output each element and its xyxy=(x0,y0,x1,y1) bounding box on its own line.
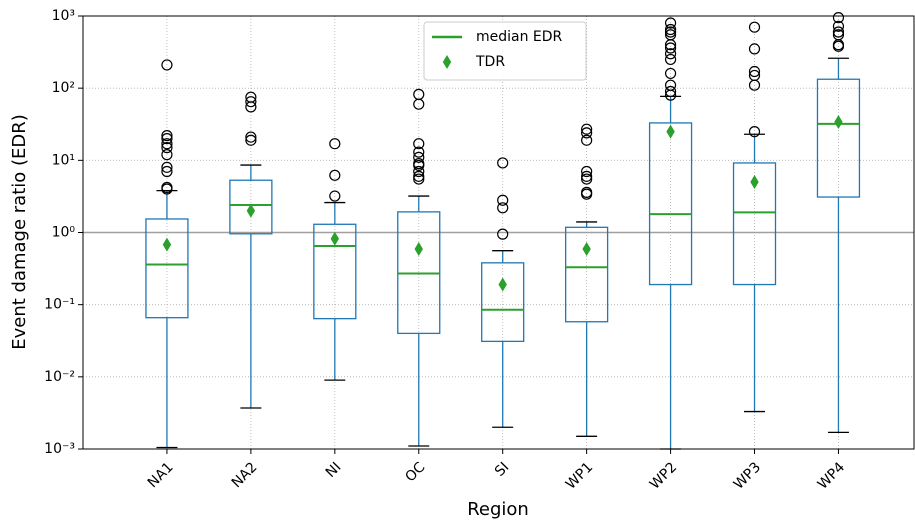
outlier xyxy=(413,165,425,178)
outlier xyxy=(413,146,425,158)
mean-marker xyxy=(414,242,423,257)
outlier xyxy=(664,39,677,51)
x-tick-label: SI xyxy=(492,459,513,480)
box xyxy=(816,78,861,198)
outlier xyxy=(413,98,425,110)
outlier xyxy=(664,48,677,60)
outlier xyxy=(329,169,341,181)
y-tick-label: 10⁰ xyxy=(52,225,76,241)
outlier xyxy=(664,42,677,54)
outlier xyxy=(581,123,593,135)
outlier xyxy=(161,138,173,150)
outlier xyxy=(664,17,677,29)
outlier xyxy=(748,79,761,91)
x-tick-label: NA1 xyxy=(145,459,177,491)
outlier xyxy=(161,59,173,71)
box xyxy=(145,218,189,319)
outlier xyxy=(832,40,845,52)
outlier xyxy=(413,159,425,172)
y-tick-label: 10¹ xyxy=(52,152,75,168)
outlier xyxy=(245,96,257,108)
mean-marker xyxy=(498,277,507,292)
mean-marker xyxy=(666,124,675,139)
outlier xyxy=(245,134,257,146)
x-tick-label: WP4 xyxy=(815,459,848,492)
x-tick-label: OC xyxy=(402,459,428,485)
outlier xyxy=(497,228,509,240)
outlier xyxy=(748,126,761,138)
x-tick-label: WP1 xyxy=(563,459,596,492)
outlier xyxy=(329,138,341,150)
legend-label: median EDR xyxy=(476,29,563,45)
outlier xyxy=(161,149,173,161)
outlier xyxy=(664,53,677,66)
outlier xyxy=(832,12,845,24)
outlier xyxy=(581,165,593,178)
outlier xyxy=(748,21,761,33)
box xyxy=(565,226,609,323)
mean-marker xyxy=(834,114,843,129)
x-tick-label: NI xyxy=(323,459,345,481)
outlier xyxy=(497,194,509,206)
outlier xyxy=(664,67,677,80)
x-tick-label: WP2 xyxy=(647,459,680,492)
outlier xyxy=(581,134,593,146)
outlier xyxy=(245,101,257,113)
outlier xyxy=(748,43,761,55)
outlier xyxy=(581,188,593,200)
x-axis-label: Region xyxy=(467,499,529,520)
outlier xyxy=(161,133,173,145)
x-tick-label: NA2 xyxy=(229,459,261,491)
legend: median EDR TDR xyxy=(423,21,587,81)
legend-mean-swatch xyxy=(442,55,452,69)
plot-frame xyxy=(82,15,915,450)
outlier xyxy=(413,170,425,182)
y-tick-label: 10⁻³ xyxy=(44,441,75,457)
mean-marker xyxy=(582,242,591,257)
y-tick-label: 10⁻² xyxy=(44,369,75,385)
outlier xyxy=(161,165,173,178)
outlier xyxy=(245,131,257,143)
x-tick-label: WP3 xyxy=(731,459,764,492)
box xyxy=(313,223,357,320)
outlier xyxy=(581,127,593,139)
legend-label: TDR xyxy=(475,54,505,70)
outlier xyxy=(497,157,509,169)
box xyxy=(648,122,693,286)
mean-marker xyxy=(162,237,172,252)
outlier xyxy=(329,190,341,202)
y-tick-label: 10⁻¹ xyxy=(44,297,75,313)
outlier xyxy=(581,173,593,185)
outlier xyxy=(664,26,677,38)
outlier xyxy=(161,161,173,173)
y-tick-label: 10² xyxy=(52,80,75,96)
outlier xyxy=(161,183,173,195)
outlier xyxy=(413,173,425,185)
y-tick-label: 10³ xyxy=(52,8,75,24)
outlier xyxy=(413,151,425,163)
box xyxy=(732,162,777,286)
outlier xyxy=(413,138,425,150)
outlier xyxy=(581,170,593,182)
mean-marker xyxy=(750,175,759,190)
outlier xyxy=(664,85,677,98)
outlier xyxy=(497,202,509,214)
outlier xyxy=(748,65,761,78)
box xyxy=(229,179,273,235)
legend-box xyxy=(423,21,587,81)
outlier xyxy=(832,26,845,38)
mean-marker xyxy=(330,231,340,246)
y-axis-label: Event damage ratio (EDR) xyxy=(9,114,30,350)
outlier xyxy=(161,142,173,154)
box xyxy=(481,262,525,343)
outlier xyxy=(161,130,173,142)
mean-marker xyxy=(246,203,256,218)
outlier xyxy=(832,20,845,32)
outlier xyxy=(664,89,677,101)
